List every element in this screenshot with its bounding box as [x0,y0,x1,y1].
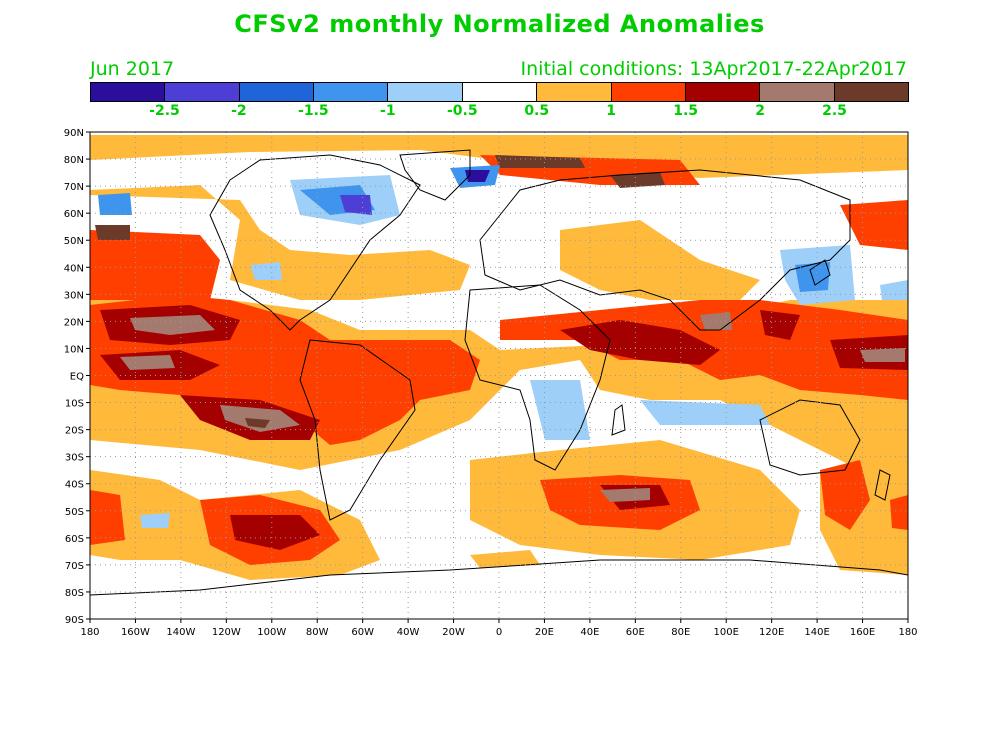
latitude-label: 90N [64,128,84,139]
longitude-label: 20E [535,627,554,638]
latitude-label: 40S [65,480,84,491]
longitude-label: 180 [898,627,917,638]
color-legend-label: 2.5 [822,103,847,119]
color-legend-label: -1 [380,103,396,119]
latitude-label: 90S [65,615,84,626]
longitude-label: 40W [397,627,420,638]
longitude-label: 0 [496,627,502,638]
color-legend-label: -1.5 [298,103,329,119]
color-legend-swatch [462,83,538,101]
color-legend-label: 2 [755,103,765,119]
forecast-month: Jun 2017 [90,58,175,80]
color-legend-bar [90,82,909,102]
latitude-label: 50N [64,236,84,247]
latitude-label: 40N [64,263,84,274]
chart-title: CFSv2 monthly Normalized Anomalies [234,10,765,38]
longitude-label: 100E [714,627,739,638]
map-gridlines [90,132,908,619]
longitude-label: 160E [850,627,875,638]
longitude-label: 160W [121,627,150,638]
color-legend-swatch [314,83,389,101]
latitude-label: 80S [65,588,84,599]
longitude-label: 120E [759,627,784,638]
latitude-label: 60S [65,534,84,545]
latitude-label: 60N [64,209,84,220]
longitude-label: 20W [442,627,465,638]
longitude-label: 140W [166,627,195,638]
latitude-label: 20S [65,426,84,437]
color-legend-label: -2.5 [149,103,180,119]
longitude-label: 120W [212,627,241,638]
latitude-label: 10N [64,344,84,355]
latitude-label: 70N [64,182,84,193]
color-legend-swatch [388,83,463,101]
latitude-label: 80N [64,155,84,166]
color-legend-label: -2 [231,103,247,119]
color-legend-label: -0.5 [446,103,478,119]
latitude-label: 10S [65,399,84,410]
longitude-label: 80E [671,627,690,638]
color-legend-swatch [537,83,612,101]
color-legend-swatch [91,83,166,101]
color-legend-swatch [834,83,908,101]
longitude-label: 80W [306,627,329,638]
latitude-axis: 90N 80N 70N 60N 50N 40N 30N 20N 10N EQ 10S 20S 30S 40… [64,128,90,626]
color-legend-swatch [165,83,240,101]
latitude-label: 30S [65,453,84,464]
color-legend-label: 1 [606,103,617,119]
latitude-label: EQ [70,372,84,383]
longitude-label: 60E [626,627,645,638]
color-legend-labels: -2.5 -2 -1.5 -1 -0.5 0.5 1 1.5 2 2.5 [90,103,909,121]
longitude-label: 40E [580,627,599,638]
latitude-label: 20N [64,317,84,328]
longitude-axis: 180 160W 140W 120W 100W 80W 60W 40W 20W 0 20E 40E 60… [80,619,918,638]
color-legend-label: 1.5 [673,103,699,119]
color-legend-swatch [685,83,761,101]
color-legend-swatch [239,83,315,101]
latitude-label: 70S [65,561,84,572]
color-legend-swatch [760,83,835,101]
longitude-label: 60W [351,627,374,638]
color-legend-swatch [611,83,686,101]
longitude-label: 180 [80,627,99,638]
longitude-label: 140E [804,627,829,638]
initial-conditions: Initial conditions: 13Apr2017-22Apr2017 [520,58,907,80]
color-legend-label: 0.5 [524,103,550,119]
longitude-label: 100W [257,627,286,638]
latitude-label: 50S [65,507,84,518]
latitude-label: 30N [64,290,84,301]
